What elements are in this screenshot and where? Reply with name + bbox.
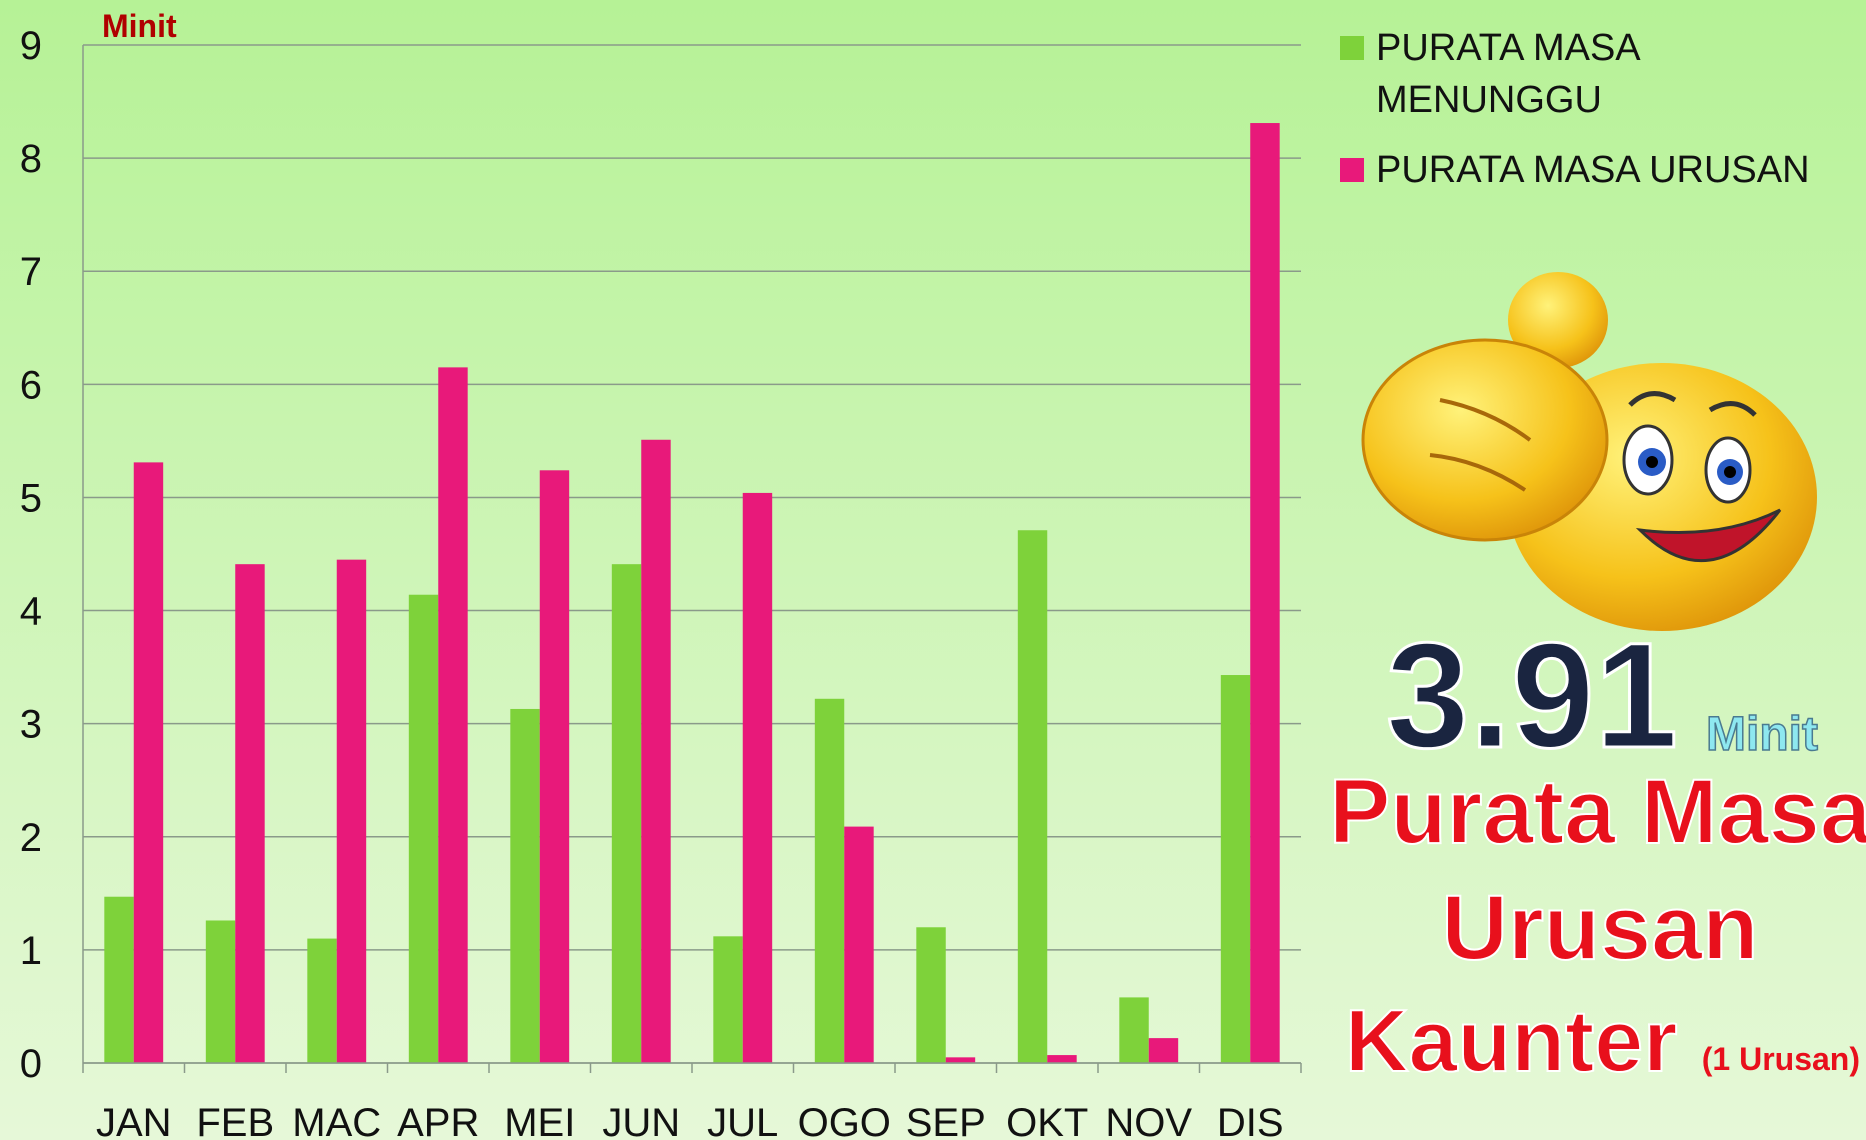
average-unit: Minit — [1706, 708, 1818, 761]
bar — [206, 920, 235, 1063]
bar — [1250, 123, 1279, 1063]
bar — [844, 827, 873, 1063]
y-axis-label: Minit — [102, 8, 177, 44]
bar — [1047, 1055, 1076, 1063]
legend-swatch — [1340, 36, 1364, 60]
bar — [510, 709, 539, 1063]
note: (1 Urusan) — [1702, 1041, 1860, 1077]
legend-item: PURATA MASA MENUNGGU — [1340, 22, 1860, 126]
bar — [713, 936, 742, 1063]
x-tick-label: OGO — [798, 1101, 891, 1140]
bar — [409, 595, 438, 1063]
page: Minit 3.91 Minit Purata Masa Urusan Kaun… — [0, 0, 1866, 1140]
x-tick-label: DIS — [1217, 1101, 1284, 1140]
bar — [1119, 997, 1148, 1063]
bar — [815, 699, 844, 1063]
bar — [946, 1057, 975, 1063]
x-tick-label: JUL — [707, 1101, 778, 1140]
y-tick-label: 3 — [20, 703, 42, 747]
bar — [1221, 675, 1250, 1063]
x-tick-label: JAN — [96, 1101, 172, 1140]
y-tick-label: 7 — [20, 250, 42, 294]
bar — [438, 367, 467, 1063]
bar — [307, 939, 336, 1063]
legend-label: PURATA MASA URUSAN — [1376, 144, 1810, 196]
bar — [641, 440, 670, 1063]
x-tick-label: FEB — [196, 1101, 274, 1140]
smiley — [1363, 272, 1817, 631]
x-tick-label: MEI — [504, 1101, 575, 1140]
bar — [612, 564, 641, 1063]
average-value: 3.91 — [1386, 611, 1678, 779]
legend-swatch — [1340, 158, 1364, 182]
headline: Purata Masa — [1329, 761, 1866, 863]
x-tick-label: MAC — [292, 1101, 381, 1140]
bar — [104, 897, 133, 1063]
y-tick-label: 5 — [20, 476, 42, 520]
bar — [916, 927, 945, 1063]
y-tick-label: 4 — [20, 590, 42, 634]
bar — [134, 462, 163, 1063]
y-tick-label: 1 — [20, 929, 42, 973]
bar — [540, 470, 569, 1063]
x-tick-label: APR — [397, 1101, 479, 1140]
x-tick-label: SEP — [906, 1101, 986, 1140]
legend-item: PURATA MASA URUSAN — [1340, 144, 1860, 196]
headline: Urusan — [1442, 877, 1759, 979]
legend-label: PURATA MASA MENUNGGU — [1376, 22, 1676, 126]
x-tick-label: OKT — [1006, 1101, 1088, 1140]
y-tick-label: 0 — [20, 1042, 42, 1086]
legend: PURATA MASA MENUNGGU PURATA MASA URUSAN — [1340, 22, 1860, 214]
x-tick-label: JUN — [602, 1101, 680, 1140]
x-tick-label: NOV — [1105, 1101, 1192, 1140]
bar — [743, 493, 772, 1063]
bar — [235, 564, 264, 1063]
bar — [1149, 1038, 1178, 1063]
bar — [337, 560, 366, 1063]
bar — [1018, 530, 1047, 1063]
y-tick-label: 2 — [20, 816, 42, 860]
y-tick-label: 9 — [20, 24, 42, 68]
y-tick-label: 6 — [20, 363, 42, 407]
y-tick-label: 8 — [20, 137, 42, 181]
headline: Kaunter — [1345, 991, 1678, 1090]
